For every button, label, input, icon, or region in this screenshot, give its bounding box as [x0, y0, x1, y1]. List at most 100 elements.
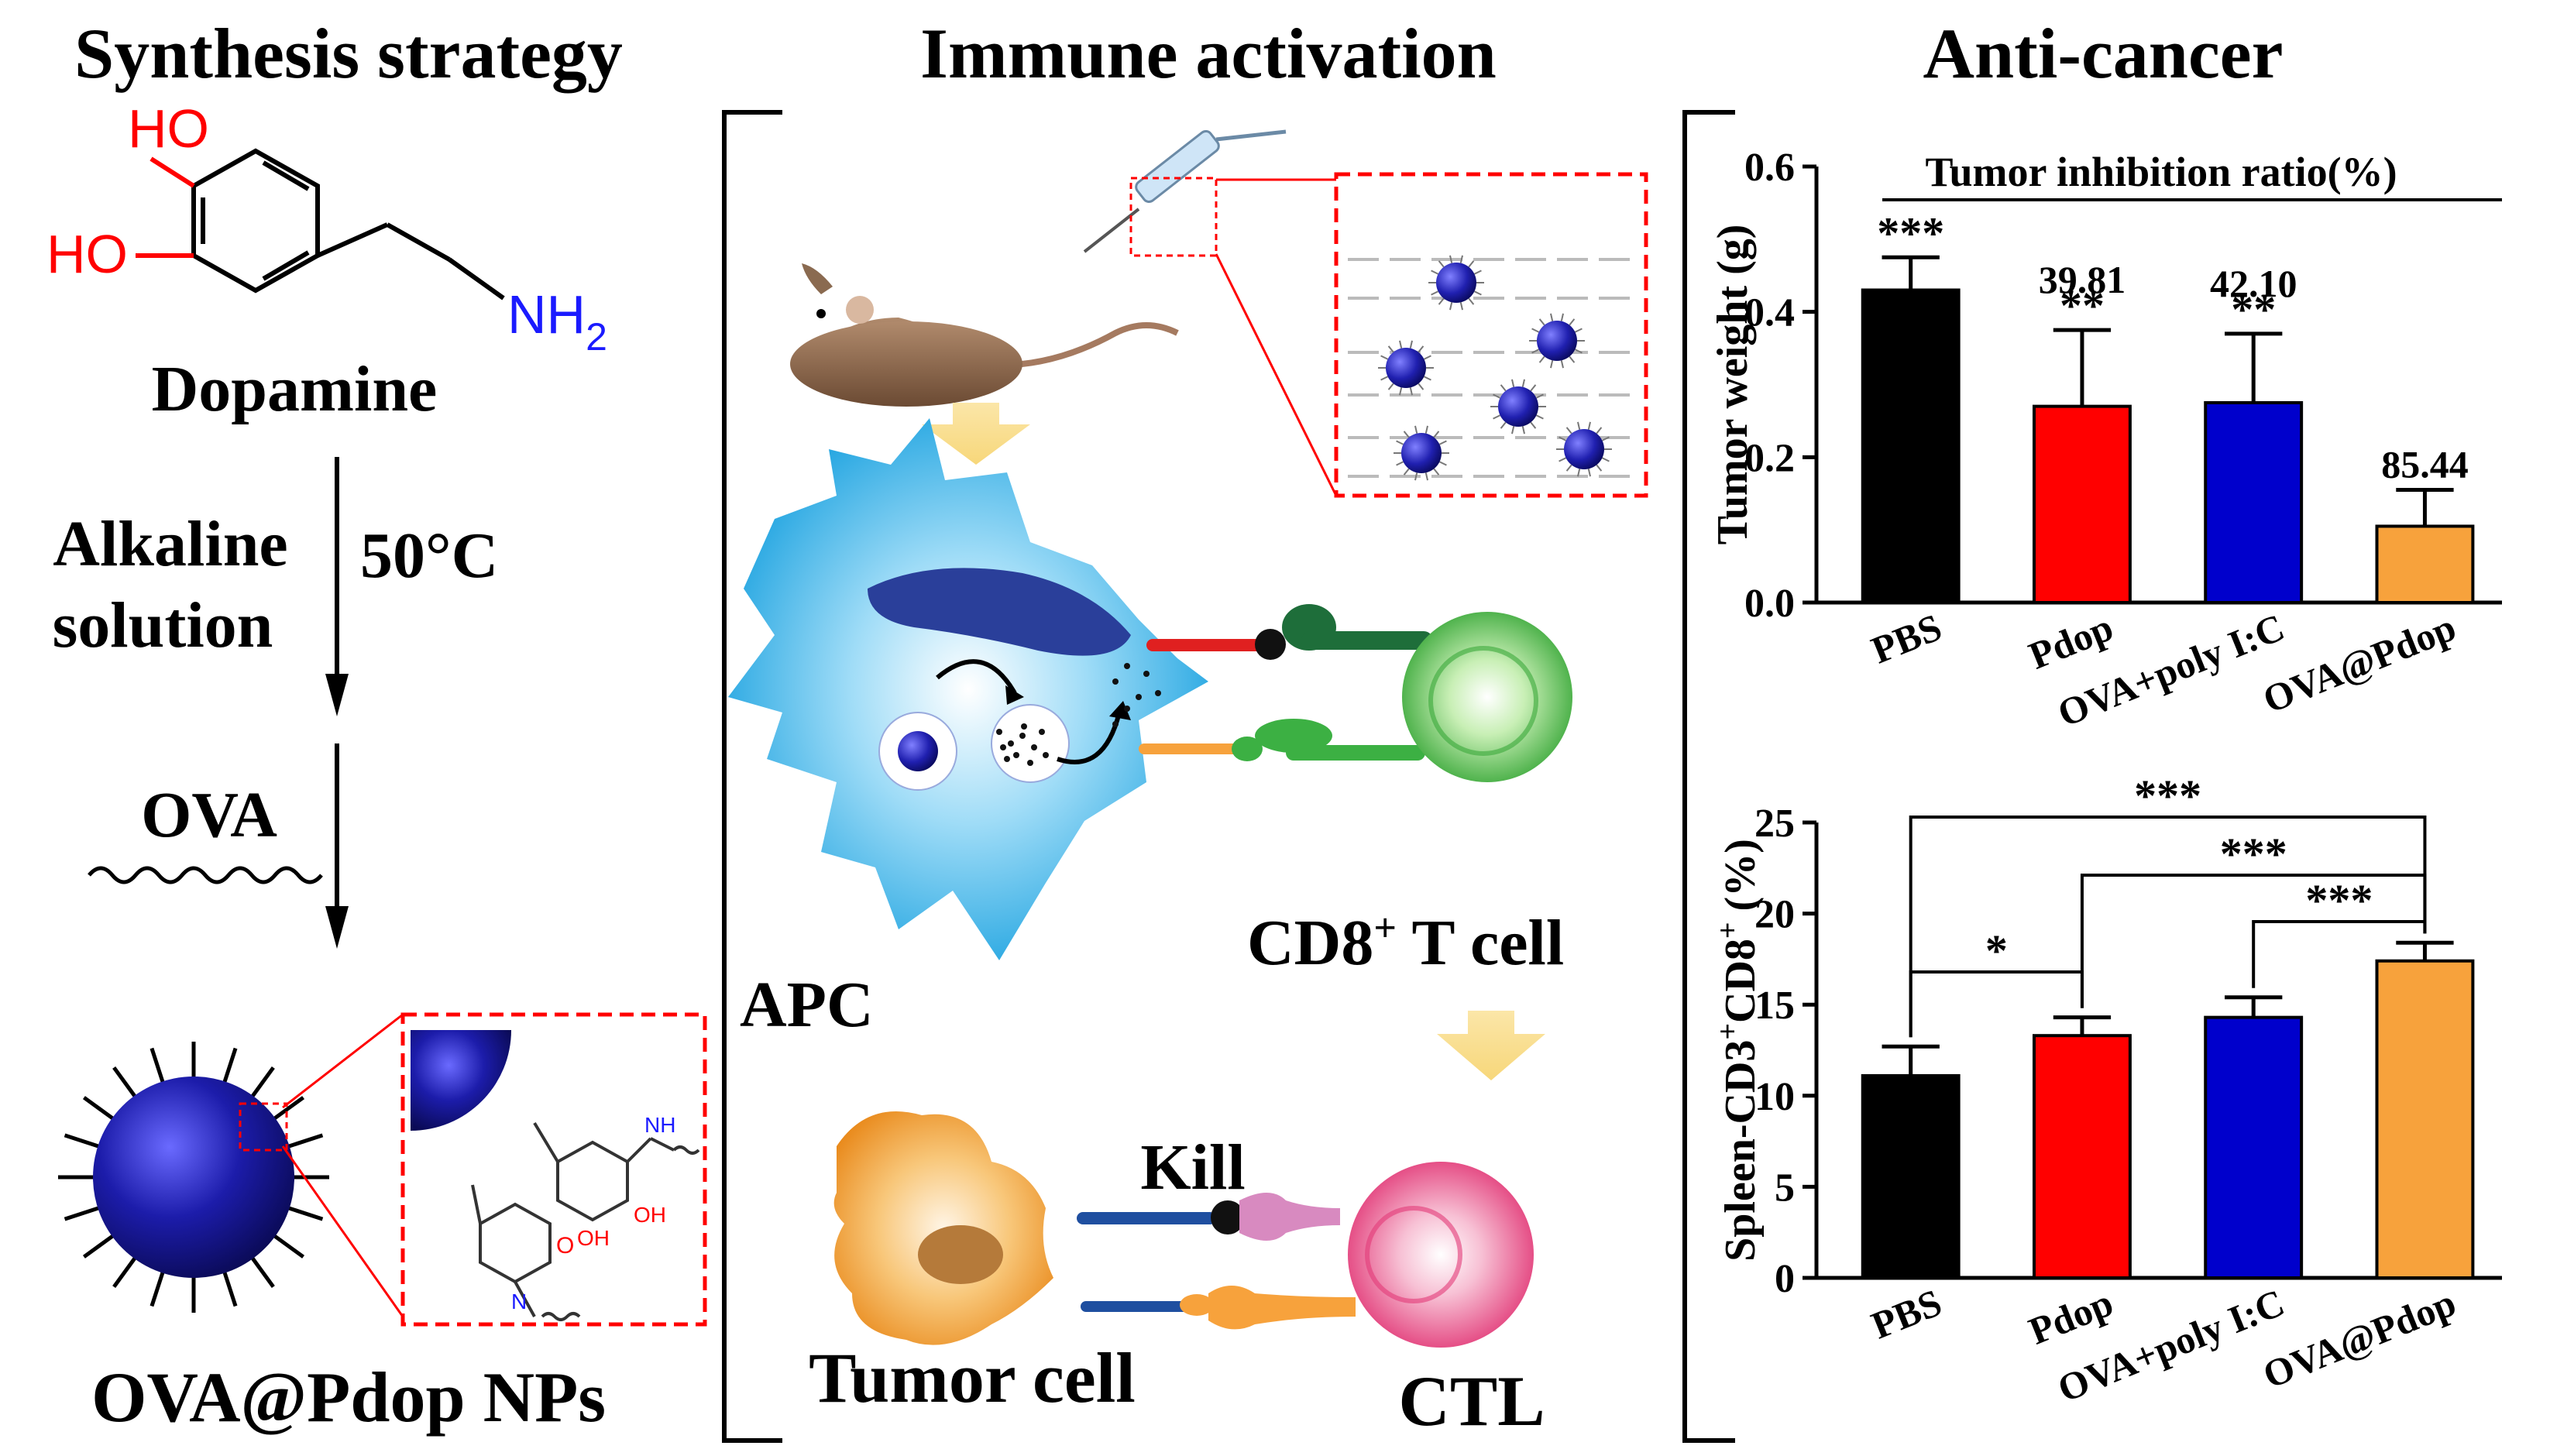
- significance-label: **: [2231, 284, 2276, 335]
- antigen-dot: [1136, 694, 1142, 700]
- inset-nh-label: NH: [644, 1113, 675, 1137]
- inset-o-label: O: [556, 1233, 574, 1259]
- antigen-dot: [1043, 752, 1049, 758]
- np-spike: [1468, 297, 1475, 305]
- np-spike: [1418, 345, 1424, 353]
- bar: [2375, 524, 2475, 604]
- antigen-dot: [1124, 706, 1130, 712]
- bar: [2204, 1015, 2304, 1279]
- synthesis-arrow-2: [325, 743, 349, 949]
- alkaline-label: Alkaline: [53, 508, 287, 580]
- ova-wave-icon: [88, 866, 323, 884]
- dopamine-structure: [136, 148, 505, 300]
- antigen-dot: [1021, 723, 1027, 730]
- np-spike: [1574, 328, 1583, 333]
- tumor-cell-label: Tumor cell: [809, 1338, 1136, 1417]
- np-spike: [1538, 318, 1545, 326]
- inset-nanoparticle-icon: [1401, 433, 1442, 473]
- np-spike: [1587, 421, 1591, 430]
- np-spike: [1409, 340, 1413, 349]
- comparison-bracket: [2080, 874, 2427, 1008]
- antigen-dot: [1008, 740, 1014, 747]
- cd8-tcell-icon: [1402, 612, 1572, 782]
- np-spike: [1587, 469, 1591, 477]
- np-spike: [1409, 387, 1413, 396]
- np-spike: [1601, 457, 1610, 462]
- spike: [64, 1205, 102, 1221]
- spike: [112, 1066, 139, 1101]
- syringe-icon: [1083, 129, 1287, 253]
- np-spike: [1596, 464, 1603, 472]
- np-spike: [1530, 384, 1537, 392]
- comparison-label: ***: [2305, 875, 2373, 925]
- np-spike: [1403, 431, 1410, 438]
- spike: [82, 1096, 117, 1122]
- np-spike: [1438, 461, 1447, 466]
- comparison-bracket: [2252, 920, 2427, 988]
- np-spike: [1531, 349, 1540, 354]
- y-label-part: +: [1712, 1023, 1744, 1040]
- spike: [82, 1232, 117, 1259]
- inset-box: [400, 1012, 707, 1327]
- np-spike: [1550, 313, 1554, 321]
- spike: [270, 1232, 305, 1259]
- np-spike: [1500, 384, 1507, 392]
- np-spike: [1468, 260, 1475, 268]
- np-spike: [1569, 355, 1576, 363]
- np-spike: [1449, 302, 1453, 311]
- np-spike: [1418, 383, 1424, 390]
- y-tick-label: 0.0: [1744, 582, 1795, 626]
- inhibition-label: 85.44: [2381, 443, 2469, 486]
- np-spike: [1414, 472, 1418, 481]
- np-spike: [1387, 345, 1394, 353]
- spike: [285, 1205, 324, 1221]
- np-spike: [1560, 360, 1564, 369]
- np-spike: [1565, 464, 1572, 472]
- inhibition-label: 39.81: [2039, 258, 2126, 301]
- inset-nanoparticle-icon: [1537, 321, 1577, 361]
- np-spike: [1577, 469, 1581, 477]
- y-tick-label: 20: [1754, 893, 1795, 937]
- spike: [222, 1269, 238, 1307]
- inset-n-label: N: [511, 1289, 527, 1313]
- y-tick-label: 0.2: [1744, 436, 1795, 480]
- x-tick-label: PBS: [1865, 605, 1947, 671]
- np-spike: [1424, 425, 1428, 434]
- ho-top-label: HO: [128, 98, 209, 159]
- header-synthesis: Synthesis strategy: [74, 14, 623, 93]
- dopamine-label: Dopamine: [152, 353, 438, 425]
- spike: [285, 1133, 324, 1149]
- spike: [149, 1269, 166, 1307]
- y-tick-label: 10: [1754, 1075, 1795, 1119]
- tumor-cell-icon: [833, 1111, 1053, 1345]
- antigen-dot: [1031, 744, 1037, 750]
- np-spike: [1493, 414, 1501, 420]
- antigen-dot: [1124, 663, 1130, 669]
- np-spike: [1438, 260, 1445, 268]
- significance-label: ***: [1877, 208, 1944, 258]
- y-axis-label: Tumor weight (g): [1709, 225, 1757, 545]
- spike: [249, 1066, 275, 1101]
- np-spike: [1569, 318, 1576, 326]
- np-spike: [1511, 426, 1515, 434]
- spike: [222, 1047, 238, 1086]
- x-tick-label: Pdop: [2022, 1280, 2119, 1353]
- antigen-dot: [1039, 729, 1045, 735]
- yellow-arrow-1: [922, 403, 1030, 465]
- y-label-part: +: [1712, 922, 1744, 939]
- np-spike: [1438, 440, 1447, 445]
- np-spike: [1380, 355, 1389, 360]
- zoom-line-top: [282, 1013, 404, 1109]
- np-spike: [1423, 376, 1431, 381]
- synthesis-arrow-1: [325, 457, 349, 716]
- immune-bracket: [722, 110, 782, 1443]
- apc-cell-icon: [728, 418, 1208, 960]
- inset-nanoparticle-icon: [1564, 429, 1604, 469]
- antigen-dot: [1000, 744, 1006, 750]
- y-tick-label: 5: [1775, 1166, 1795, 1210]
- np-spike: [1424, 472, 1428, 481]
- np-spike: [1550, 360, 1554, 369]
- np-spike: [1560, 313, 1564, 321]
- syringe-zoom-line-bottom: [1215, 253, 1338, 496]
- np-spike: [1396, 461, 1404, 466]
